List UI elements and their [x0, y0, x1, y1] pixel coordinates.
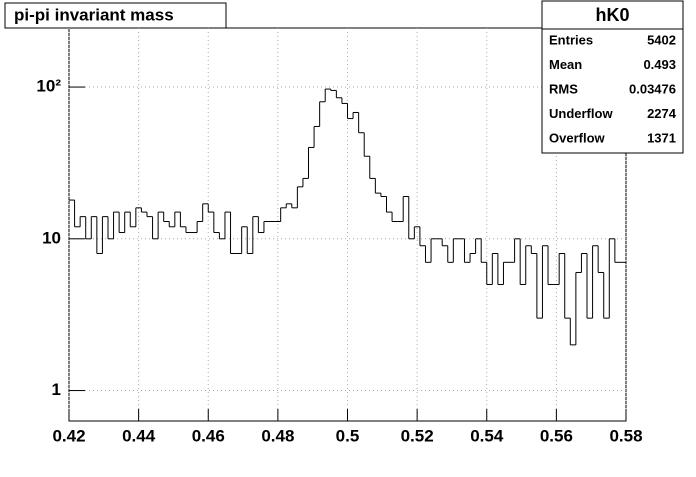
x-tick-label: 0.5	[336, 426, 360, 445]
title-box	[4, 2, 227, 29]
x-tick-label: 0.46	[192, 426, 225, 445]
y-tick-label: 1	[52, 380, 61, 399]
x-tick-label: 0.48	[261, 426, 294, 445]
stats-value: 5402	[647, 32, 676, 47]
x-tick-label: 0.56	[540, 426, 573, 445]
x-tick-label: 0.52	[401, 426, 434, 445]
stats-value: 0.493	[643, 57, 676, 72]
chart-title: pi-pi invariant mass	[14, 5, 174, 24]
y-tick-label: 10²	[36, 77, 61, 96]
x-tick-label: 0.58	[609, 426, 642, 445]
stats-label: RMS	[549, 81, 578, 96]
x-tick-label: 0.42	[52, 426, 85, 445]
x-tick-label: 0.44	[122, 426, 156, 445]
stats-value: 2274	[647, 106, 677, 121]
stats-label: Underflow	[549, 106, 613, 121]
stats-title: hK0	[595, 5, 629, 25]
stats-box	[541, 0, 684, 154]
stats-label: Overflow	[549, 130, 606, 145]
y-tick-label: 10	[42, 228, 61, 247]
x-tick-label: 0.54	[470, 426, 504, 445]
stats-value: 0.03476	[629, 81, 676, 96]
stats-value: 1371	[647, 130, 676, 145]
stats-label: Entries	[549, 32, 593, 47]
stats-label: Mean	[549, 57, 582, 72]
